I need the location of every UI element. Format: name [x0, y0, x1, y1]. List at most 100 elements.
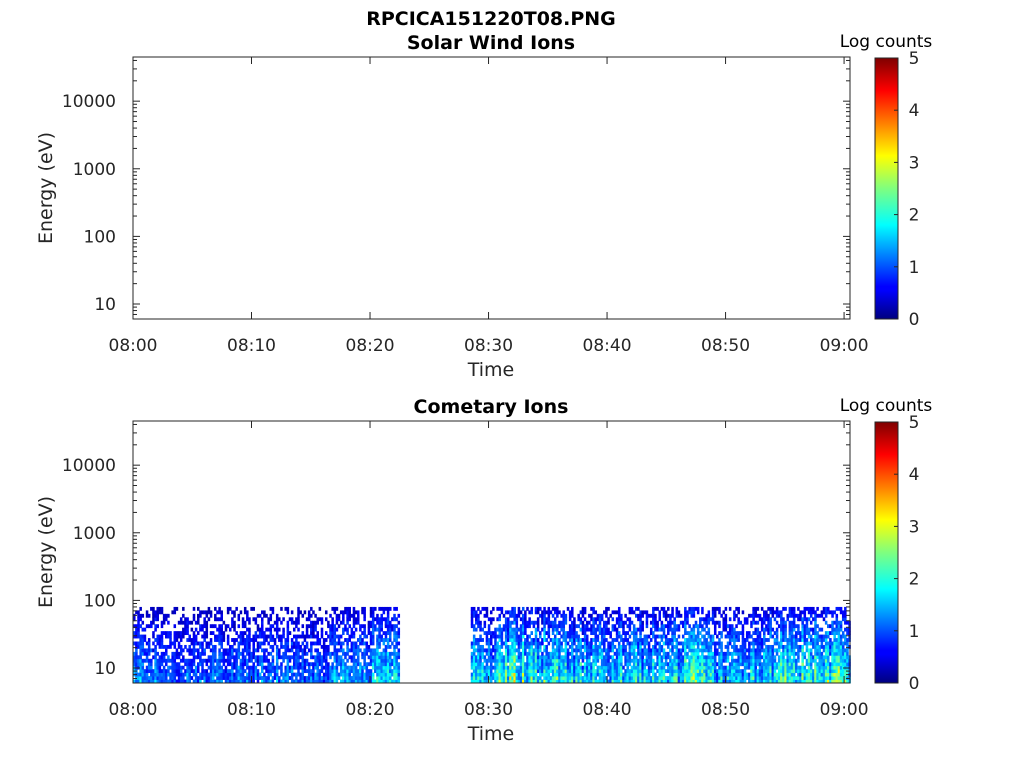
heatmap-cell: [726, 679, 730, 684]
heatmap-cell: [824, 651, 828, 656]
heatmap-cell: [769, 662, 772, 667]
heatmap-cell: [739, 672, 743, 677]
heatmap-cell: [348, 606, 351, 611]
heatmap-cell: [322, 641, 326, 646]
heatmap-cell: [284, 665, 287, 670]
heatmap-cell: [147, 658, 151, 663]
heatmap-cell: [211, 655, 215, 660]
heatmap-cell: [771, 665, 775, 670]
heatmap-cell: [679, 662, 683, 667]
heatmap-cell: [652, 617, 655, 622]
heatmap-cell: [509, 648, 512, 653]
heatmap-cell: [194, 665, 198, 670]
heatmap-cell: [662, 669, 666, 674]
heatmap-cell: [688, 672, 691, 677]
heatmap-cell: [209, 672, 213, 677]
heatmap-cell: [639, 638, 642, 642]
heatmap-cell: [692, 679, 696, 684]
heatmap-cell: [312, 662, 315, 667]
heatmap-cell: [707, 679, 711, 684]
heatmap-cell: [760, 617, 764, 622]
heatmap-cell: [652, 658, 655, 663]
heatmap-cell: [822, 679, 826, 684]
heatmap-cell: [709, 617, 713, 622]
heatmap-cell: [203, 620, 206, 625]
heatmap-cell: [481, 655, 484, 660]
heatmap-cell: [197, 606, 200, 611]
heatmap-cell: [324, 655, 328, 660]
heatmap-cell: [374, 627, 377, 632]
heatmap-cell: [784, 679, 787, 684]
heatmap-cell: [320, 662, 324, 667]
heatmap-cell: [324, 617, 328, 622]
y-tick-label: 100: [84, 591, 116, 611]
heatmap-cell: [282, 651, 285, 656]
heatmap-cell: [598, 624, 602, 629]
heatmap-cell: [177, 679, 181, 684]
heatmap-cell: [775, 679, 779, 684]
heatmap-cell: [792, 679, 796, 684]
heatmap-cell: [322, 651, 326, 656]
heatmap-cell: [541, 620, 544, 625]
heatmap-cell: [777, 679, 781, 684]
heatmap-cell: [553, 679, 557, 684]
heatmap-cell: [637, 638, 640, 642]
heatmap-cell: [137, 627, 140, 632]
heatmap-cell: [605, 624, 608, 629]
heatmap-cell: [524, 617, 527, 622]
heatmap-cell: [814, 648, 817, 653]
heatmap-cell: [588, 641, 591, 646]
heatmap-cell: [835, 655, 839, 660]
heatmap-cell: [483, 672, 487, 677]
heatmap-cell: [632, 662, 636, 667]
heatmap-cell: [647, 648, 651, 653]
heatmap-cell: [799, 676, 802, 680]
heatmap-cell: [211, 631, 215, 635]
heatmap-cell: [324, 631, 328, 635]
heatmap-cell: [820, 665, 824, 670]
heatmap-cell: [630, 610, 634, 615]
heatmap-cell: [173, 634, 177, 639]
heatmap-cell: [507, 610, 510, 615]
heatmap-cell: [667, 679, 670, 684]
heatmap-cell: [688, 662, 691, 667]
heatmap-cell: [562, 669, 566, 674]
heatmap-cell: [278, 676, 281, 680]
heatmap-cell: [226, 641, 230, 646]
heatmap-cell: [492, 634, 495, 639]
heatmap-cell: [218, 669, 221, 674]
heatmap-cell: [628, 672, 632, 677]
heatmap-cell: [592, 624, 595, 629]
x-tick-label: 08:10: [227, 700, 276, 720]
heatmap-cell: [667, 665, 670, 670]
heatmap-cell: [286, 641, 290, 646]
heatmap-cell: [545, 662, 548, 667]
heatmap-cell: [342, 620, 345, 625]
heatmap-cell: [498, 644, 502, 649]
heatmap-cell: [728, 679, 732, 684]
heatmap-cell: [735, 676, 738, 680]
heatmap-cell: [681, 662, 685, 667]
heatmap-cell: [165, 679, 168, 684]
heatmap-cell: [750, 648, 753, 653]
heatmap-cell: [307, 676, 311, 680]
heatmap-cell: [731, 669, 734, 674]
heatmap-cell: [231, 610, 234, 615]
heatmap-cell: [615, 658, 619, 663]
heatmap-cell: [622, 631, 625, 635]
heatmap-cell: [290, 641, 294, 646]
heatmap-cell: [684, 651, 687, 656]
heatmap-cell: [756, 669, 760, 674]
heatmap-cell: [218, 651, 221, 656]
heatmap-cell: [844, 634, 847, 639]
heatmap-cell: [807, 655, 811, 660]
heatmap-cell: [731, 679, 734, 684]
heatmap-cell: [229, 658, 232, 663]
heatmap-cell: [211, 672, 215, 677]
heatmap-cell: [369, 624, 373, 629]
heatmap-cell: [818, 634, 822, 639]
heatmap-cell: [201, 665, 204, 670]
heatmap-cell: [613, 638, 617, 642]
heatmap-cell: [803, 669, 807, 674]
